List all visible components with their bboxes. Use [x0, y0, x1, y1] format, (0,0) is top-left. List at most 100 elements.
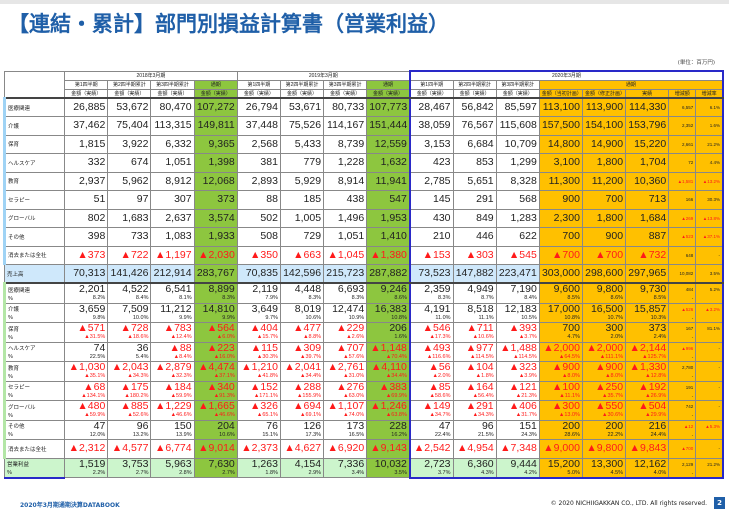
op-profit-value: 1,263 — [236, 457, 281, 470]
profit-diff: - — [695, 380, 725, 393]
sales-value: 1,299 — [495, 153, 540, 173]
sales-value: 887 — [625, 227, 670, 247]
sales-value: 10,709 — [495, 134, 540, 154]
profit-diff: ▲3.2% — [695, 302, 725, 315]
profit-margin: ▲64.5% — [538, 353, 583, 362]
profit-margin: ▲3.9% — [495, 373, 540, 382]
profit-diff: ▲700 — [668, 439, 697, 459]
profit-value: 36 — [107, 341, 152, 354]
sales-value: 2,637 — [150, 208, 195, 228]
profit-value: ▲88 — [150, 341, 195, 354]
sales-total-value: 70,835 — [236, 264, 281, 284]
profit-margin-diff-rate — [695, 431, 725, 440]
profit-value: ▲2,000 — [581, 341, 627, 354]
profit-margin: 1.6% — [366, 334, 411, 343]
sales-value: 8,328 — [495, 171, 540, 191]
fy2018-q3-header: 第3四半期累計 — [150, 79, 195, 90]
profit-margin: 8.7% — [452, 295, 497, 304]
profit-diff: - — [695, 439, 725, 459]
profit-margin: 8.3% — [408, 295, 454, 304]
profit-value: ▲300 — [538, 400, 583, 412]
profit-margin: 28.6% — [538, 431, 583, 440]
profit-value: ▲885 — [107, 400, 152, 412]
fy2018-q2-header: 第2四半期累計 — [107, 79, 152, 90]
profit-section: 医療関連 2,201 4,522 6,541 8,899 2,119 4,448 6,693 9… — [2, 282, 725, 479]
profit-value: ▲9,143 — [366, 439, 411, 459]
profit-margin: ▲34.7% — [408, 412, 454, 421]
fy2019-q2-header: 第2四半期累計 — [279, 79, 325, 90]
sales-value: 15,220 — [625, 134, 670, 154]
sales-row: ヘルスケア 332 674 1,051 1,398 381 779 1,228 1,632 423… — [2, 153, 725, 173]
profit-margin-row: % 8.2% 8.4% 8.1% 8.3% 7.9% 8.3% 8.3% 8.6% 8.3% 8.7… — [2, 295, 725, 304]
profit-value: ▲184 — [150, 380, 195, 393]
sub-actual: 実績 — [625, 88, 670, 99]
op-profit-diff: 21.2% — [695, 457, 725, 470]
sales-total-value: 298,600 — [581, 264, 627, 284]
profit-value: ▲900 — [581, 361, 627, 373]
sub-plan-initial: 金額（当初計画） — [538, 88, 583, 99]
profit-margin: 10.8% — [538, 314, 583, 323]
sales-value: 5,433 — [279, 134, 325, 154]
sales-total-value: 283,767 — [193, 264, 238, 284]
sales-value: 8,912 — [150, 171, 195, 191]
profit-value: 300 — [581, 322, 627, 334]
profit-margin: 10.8% — [366, 314, 411, 323]
sales-row: 医療関連 26,885 53,672 80,470 107,272 26,794 53,67… — [2, 97, 725, 117]
segment-label: 介護 — [2, 116, 66, 136]
profit-diff: - — [695, 341, 725, 354]
profit-margin: ▲63.8% — [366, 412, 411, 421]
profit-margin: 8.5% — [538, 295, 583, 304]
profit-value: ▲1,229 — [150, 400, 195, 412]
profit-value: ▲1,107 — [323, 400, 368, 412]
sales-total-value: 142,596 — [279, 264, 325, 284]
sub-amount: 金額（実績） — [452, 88, 497, 99]
profit-value: ▲504 — [625, 400, 670, 412]
profit-row: グローバル ▲480 ▲885 ▲1,229 ▲1,665 ▲326 ▲694 ▲1,107 ▲… — [2, 400, 725, 412]
profit-value: ▲900 — [538, 361, 583, 373]
profit-margin: ▲8.8% — [279, 334, 325, 343]
profit-value: 4,522 — [107, 282, 152, 295]
sub-amount: 金額（実績） — [236, 88, 281, 99]
profit-value: ▲9,843 — [625, 439, 670, 459]
profit-value: 15,857 — [625, 302, 670, 315]
profit-value: 7,509 — [107, 302, 152, 315]
profit-value: ▲291 — [452, 400, 497, 412]
profit-margin: ▲35.7% — [581, 392, 627, 401]
sub-amount: 金額（実績） — [107, 88, 152, 99]
fy2019-full-header: 通期 — [366, 79, 411, 90]
profit-margin: ▲91.3% — [193, 392, 238, 401]
sales-value: 568 — [495, 190, 540, 210]
sales-value: 779 — [279, 153, 325, 173]
op-profit-value: 2,723 — [408, 457, 454, 470]
sales-value: 3,574 — [193, 208, 238, 228]
profit-value: ▲7,348 — [495, 439, 540, 459]
segment-label: セラピー — [2, 190, 66, 210]
sales-value: 14,900 — [581, 134, 627, 154]
profit-margin: ▲10.6% — [452, 334, 497, 343]
profit-margin: 12.0% — [64, 431, 109, 440]
profit-margin-diff-rate — [695, 334, 725, 343]
profit-value: ▲229 — [323, 322, 368, 334]
sales-diff: 648 — [668, 245, 697, 265]
profit-margin: ▲125.7% — [625, 353, 670, 362]
sales-value: 802 — [64, 208, 109, 228]
profit-value: 3,649 — [236, 302, 281, 315]
sales-value: 1,051 — [323, 227, 368, 247]
profit-margin: 10.9% — [323, 314, 368, 323]
margin-label: % — [2, 295, 66, 304]
profit-value: 47 — [64, 419, 109, 432]
fy2018-full-header: 通期 — [193, 79, 238, 90]
profit-margin: ▲37.1% — [193, 373, 238, 382]
profit-margin: ▲8.4% — [150, 353, 195, 362]
sales-value: 113,315 — [150, 116, 195, 136]
profit-margin: ▲69.1% — [279, 412, 325, 421]
profit-value: ▲288 — [279, 380, 325, 393]
sales-value: ▲732 — [625, 245, 670, 265]
sales-value: 80,733 — [323, 97, 368, 117]
sales-value: 153,796 — [625, 116, 670, 136]
profit-row: 保育 ▲571 ▲728 ▲783 ▲564 ▲404 ▲477 ▲229 206 ▲546 ▲71… — [2, 322, 725, 334]
sales-value: 8,914 — [323, 171, 368, 191]
profit-margin-diff: - — [668, 314, 697, 323]
sales-diff: 166 — [668, 190, 697, 210]
sales-value: ▲1,380 — [366, 245, 411, 265]
